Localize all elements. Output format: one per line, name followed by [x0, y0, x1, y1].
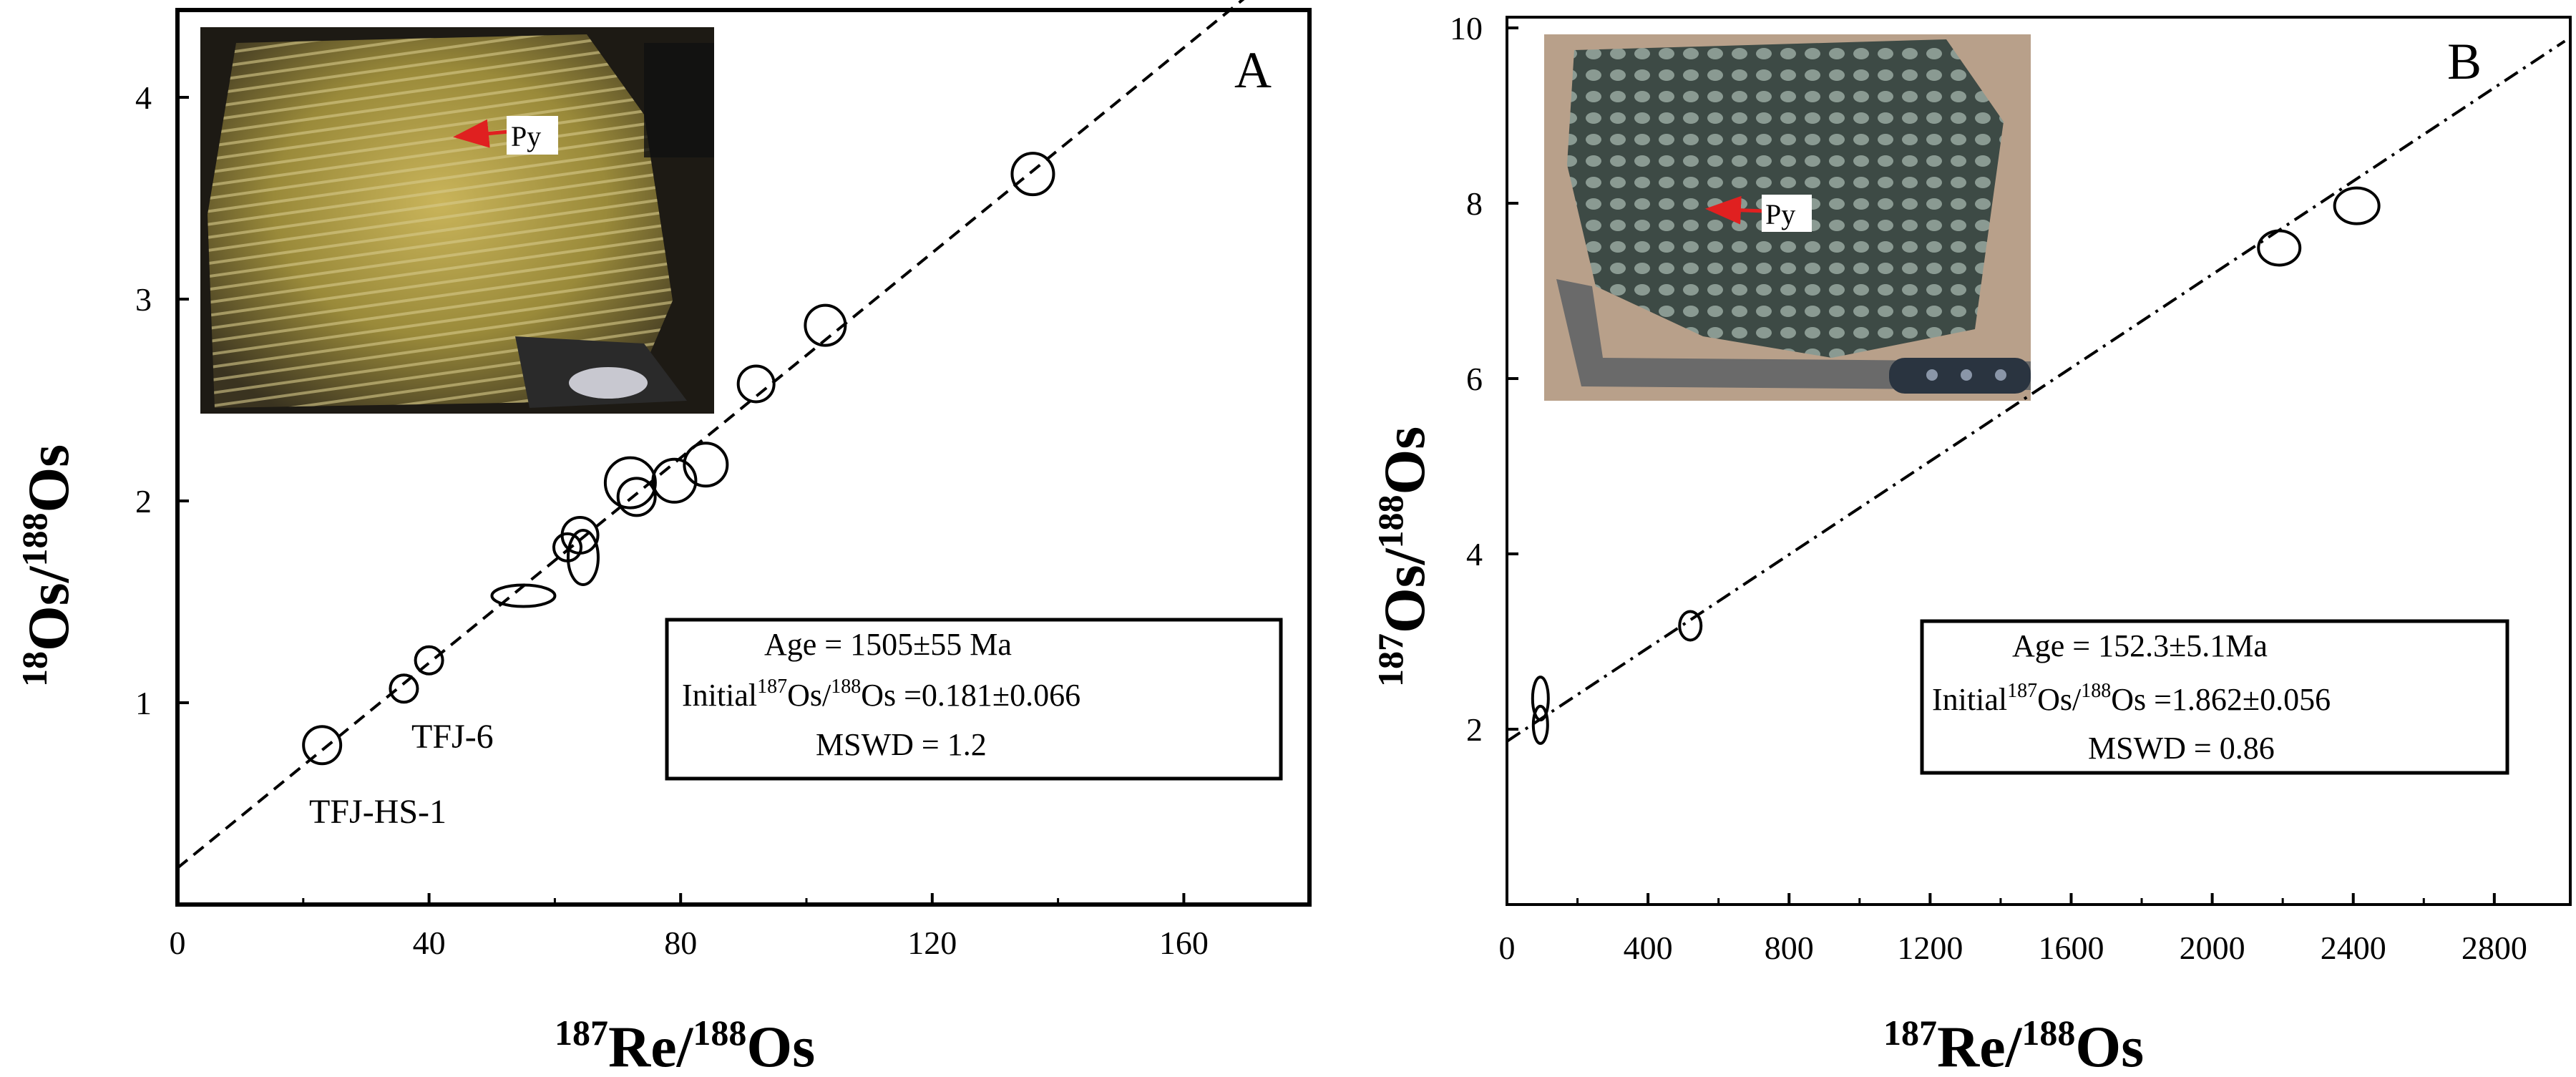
y-tick-label-b-10: 10 — [1450, 10, 1483, 47]
info-box-b: Age = 152.3±5.1Ma Initial187Os/188Os =1.… — [1920, 619, 2509, 775]
x-tick-label-b-2800: 2800 — [2462, 930, 2527, 966]
data-point-a-13 — [804, 303, 847, 347]
x-tick-label-b-800: 800 — [1765, 930, 1814, 966]
data-point-a-8 — [603, 456, 657, 510]
data-point-a-14 — [1010, 152, 1055, 197]
data-point-a-7 — [566, 528, 600, 586]
x-tick-label-a-40: 40 — [413, 925, 446, 961]
panel-label-a: A — [1234, 42, 1272, 99]
x-tick-label-b-400: 400 — [1624, 930, 1673, 966]
regression-line-b — [1506, 39, 2566, 743]
y-tick-label-b-8: 8 — [1466, 185, 1483, 222]
age-label-b: Age = 152.3±5.1Ma — [2012, 628, 2268, 663]
x-tick-label-b-2000: 2000 — [2180, 930, 2245, 966]
plot-frame-a — [175, 8, 1312, 907]
py-arrow-b — [1705, 195, 1765, 225]
x-tick-label-a-160: 160 — [1159, 925, 1209, 961]
x-tick-label-a-80: 80 — [664, 925, 697, 961]
data-point-b-3 — [1678, 610, 1703, 642]
py-label-a: Py — [511, 120, 541, 152]
initial-label-b: Initial187Os/188Os =1.862±0.056 — [1932, 680, 2331, 717]
mswd-label-b: MSWD = 0.86 — [2088, 731, 2275, 766]
data-point-a-10 — [651, 457, 698, 504]
x-axis-title-b: 187Re/188Os — [1883, 1013, 2144, 1077]
y-tick-label-b-4: 4 — [1466, 536, 1483, 572]
data-point-b-5 — [2333, 186, 2381, 225]
data-point-a-3 — [414, 645, 444, 676]
data-points-a — [302, 152, 1055, 766]
data-point-b-1 — [1531, 676, 1550, 722]
py-label-b: Py — [1765, 198, 1795, 230]
x-tick-label-b-2400: 2400 — [2321, 930, 2386, 966]
y-tick-label-a-3: 3 — [135, 281, 152, 318]
info-box-a: Age = 1505±55 Ma Initial187Os/188Os =0.1… — [665, 618, 1283, 781]
data-point-a-11 — [683, 442, 729, 488]
x-ticks-b: 0 400 800 1200 1600 2000 2400 2800 — [1499, 893, 2527, 966]
y-axis-title-a: 18Os/188Os — [14, 444, 81, 687]
data-point-b-2 — [1531, 704, 1549, 745]
y-tick-label-a-1: 1 — [135, 685, 152, 721]
annotation-tfj-hs-1: TFJ-HS-1 — [309, 793, 447, 831]
data-point-a-4 — [490, 583, 557, 608]
x-tick-label-a-0: 0 — [170, 925, 186, 961]
x-tick-label-b-1200: 1200 — [1897, 930, 1963, 966]
x-axis-title-a: 187Re/188Os — [555, 1013, 815, 1077]
data-point-b-4 — [2257, 229, 2302, 267]
x-ticks-a: 0 40 80 120 160 — [170, 893, 1209, 961]
x-tick-label-b-0: 0 — [1499, 930, 1516, 966]
panel-label-b: B — [2447, 33, 2482, 90]
y-axis-title-b: 187Os/188Os — [1370, 427, 1437, 687]
photo-inset-b: Py — [1544, 34, 2031, 401]
y-tick-label-b-2: 2 — [1466, 711, 1483, 748]
panel-a: Py 0 40 80 120 160 1 2 3 4 A Age = 1505±55 Ma I… — [14, 0, 1312, 1077]
data-point-a-2 — [389, 673, 419, 704]
plot-frame-b — [1506, 16, 2572, 906]
data-point-a-6 — [560, 515, 600, 555]
data-point-a-12 — [736, 364, 776, 404]
data-point-a-9 — [616, 477, 657, 517]
y-ticks-a: 1 2 3 4 — [135, 79, 189, 721]
photo-inset-a: Py — [200, 27, 714, 414]
data-point-a-1 — [302, 725, 343, 766]
y-tick-label-b-6: 6 — [1466, 361, 1483, 397]
age-label-a: Age = 1505±55 Ma — [764, 627, 1012, 662]
x-tick-label-a-120: 120 — [907, 925, 957, 961]
py-arrow — [453, 119, 509, 148]
y-tick-label-a-2: 2 — [135, 483, 152, 520]
x-tick-label-b-1600: 1600 — [2038, 930, 2104, 966]
regression-line-a — [176, 0, 1245, 869]
annotation-tfj-6: TFJ-6 — [411, 718, 494, 756]
data-points-b — [1531, 186, 2381, 745]
mswd-label-a: MSWD = 1.2 — [816, 727, 987, 762]
y-ticks-b: 2 4 6 8 10 — [1450, 10, 1518, 748]
initial-label-a: Initial187Os/188Os =0.181±0.066 — [682, 676, 1080, 713]
y-tick-label-a-4: 4 — [135, 79, 152, 116]
